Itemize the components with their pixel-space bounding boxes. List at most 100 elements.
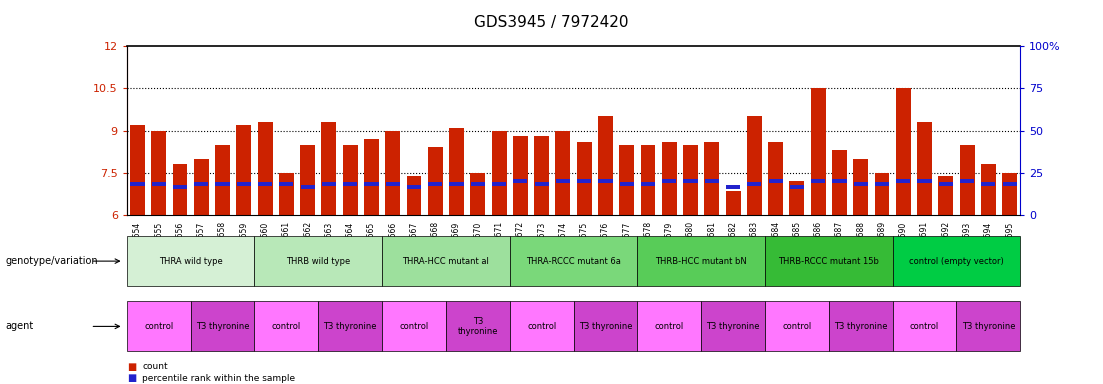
Bar <box>449 128 464 215</box>
Bar <box>258 182 272 186</box>
Text: control (empty vector): control (empty vector) <box>909 257 1004 266</box>
Bar <box>939 182 953 186</box>
Text: THRB-HCC mutant bN: THRB-HCC mutant bN <box>655 257 747 266</box>
Bar <box>130 182 144 186</box>
Text: control: control <box>655 322 684 331</box>
Bar <box>492 182 506 186</box>
Bar <box>748 182 761 186</box>
Text: ■: ■ <box>127 362 136 372</box>
Bar <box>918 179 932 183</box>
Bar <box>620 182 634 186</box>
Text: THRA wild type: THRA wild type <box>159 257 223 266</box>
Bar <box>960 145 975 215</box>
Bar <box>513 136 528 215</box>
Bar <box>790 185 804 189</box>
Bar <box>407 185 421 189</box>
Bar <box>301 185 314 189</box>
Bar <box>428 182 442 186</box>
Bar <box>854 159 868 215</box>
Bar <box>960 179 974 183</box>
Bar <box>172 164 188 215</box>
Text: T3 thyronine: T3 thyronine <box>834 322 888 331</box>
Bar <box>492 131 506 215</box>
Bar <box>130 125 144 215</box>
Bar <box>811 179 825 183</box>
Bar <box>513 179 527 183</box>
Bar <box>832 150 847 215</box>
Bar <box>577 142 591 215</box>
Text: THRB wild type: THRB wild type <box>286 257 351 266</box>
Bar <box>279 173 293 215</box>
Bar <box>662 179 676 183</box>
Bar <box>641 182 655 186</box>
Bar <box>300 145 315 215</box>
Bar <box>811 88 826 215</box>
Text: THRB-RCCC mutant 15b: THRB-RCCC mutant 15b <box>779 257 879 266</box>
Text: T3
thyronine: T3 thyronine <box>458 317 499 336</box>
Text: control: control <box>399 322 429 331</box>
Bar <box>152 182 165 186</box>
Bar <box>534 136 549 215</box>
Bar <box>279 182 293 186</box>
Bar <box>917 122 932 215</box>
Text: T3 thyronine: T3 thyronine <box>962 322 1015 331</box>
Bar <box>875 182 889 186</box>
Text: T3 thyronine: T3 thyronine <box>323 322 377 331</box>
Text: control: control <box>782 322 812 331</box>
Text: control: control <box>527 322 556 331</box>
Bar <box>662 142 677 215</box>
Bar <box>939 175 953 215</box>
Text: count: count <box>142 362 168 371</box>
Bar <box>854 182 868 186</box>
Bar <box>470 173 485 215</box>
Bar <box>386 182 399 186</box>
Text: control: control <box>144 322 173 331</box>
Bar <box>982 182 995 186</box>
Bar <box>343 182 357 186</box>
Text: T3 thyronine: T3 thyronine <box>579 322 632 331</box>
Bar <box>577 179 591 183</box>
Text: agent: agent <box>6 321 34 331</box>
Bar <box>215 182 229 186</box>
Bar <box>1003 182 1017 186</box>
Bar <box>428 147 442 215</box>
Bar <box>471 182 485 186</box>
Bar <box>981 164 996 215</box>
Text: GDS3945 / 7972420: GDS3945 / 7972420 <box>474 15 629 30</box>
Bar <box>790 181 804 215</box>
Bar <box>598 116 613 215</box>
Bar <box>747 116 762 215</box>
Bar <box>236 125 251 215</box>
Bar <box>875 173 889 215</box>
Bar <box>684 179 697 183</box>
Bar <box>726 191 740 215</box>
Bar <box>556 179 570 183</box>
Text: T3 thyronine: T3 thyronine <box>706 322 760 331</box>
Bar <box>683 145 698 215</box>
Text: THRA-HCC mutant al: THRA-HCC mutant al <box>403 257 490 266</box>
Bar <box>705 179 719 183</box>
Bar <box>215 145 231 215</box>
Text: ■: ■ <box>127 373 136 383</box>
Bar <box>173 185 188 189</box>
Text: genotype/variation: genotype/variation <box>6 256 98 266</box>
Bar <box>322 182 336 186</box>
Bar <box>194 182 208 186</box>
Bar <box>151 131 167 215</box>
Text: control: control <box>910 322 939 331</box>
Bar <box>769 179 783 183</box>
Bar <box>726 185 740 189</box>
Bar <box>194 159 208 215</box>
Text: control: control <box>271 322 301 331</box>
Bar <box>258 122 272 215</box>
Text: T3 thyronine: T3 thyronine <box>196 322 249 331</box>
Bar <box>450 182 463 186</box>
Text: THRA-RCCC mutant 6a: THRA-RCCC mutant 6a <box>526 257 621 266</box>
Bar <box>321 122 336 215</box>
Text: percentile rank within the sample: percentile rank within the sample <box>142 374 296 383</box>
Bar <box>535 182 548 186</box>
Bar <box>641 145 655 215</box>
Bar <box>705 142 719 215</box>
Bar <box>619 145 634 215</box>
Bar <box>385 131 400 215</box>
